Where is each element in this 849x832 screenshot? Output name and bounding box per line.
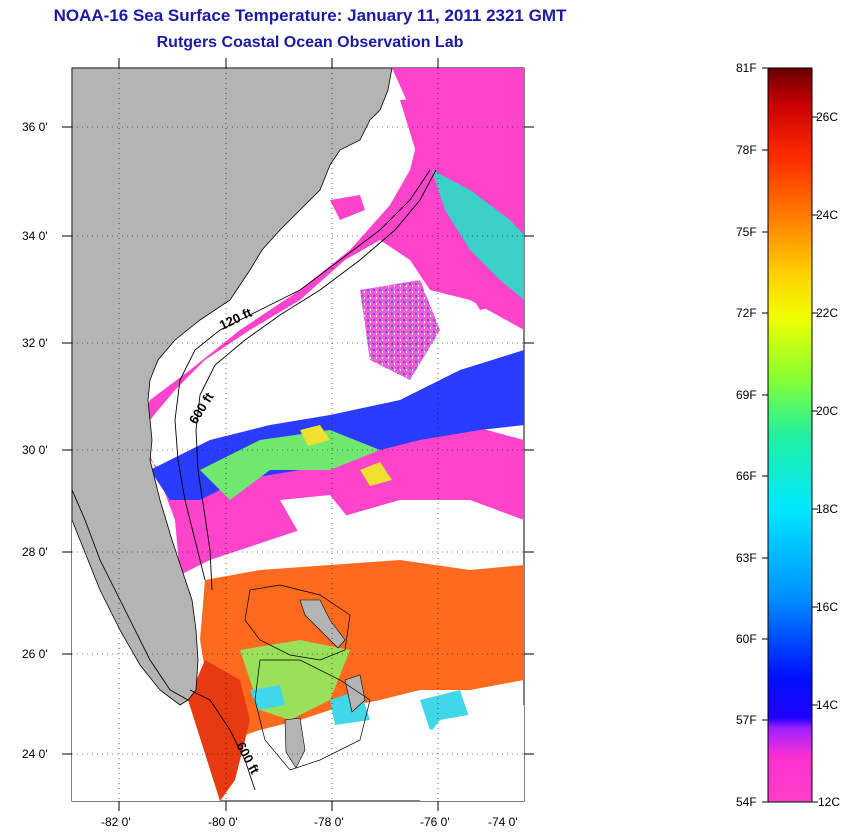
- cb-c-26: 26C: [816, 110, 838, 124]
- cb-c-14: 14C: [816, 698, 838, 712]
- cb-c-22: 22C: [816, 306, 838, 320]
- cb-c-18: 18C: [816, 502, 838, 516]
- lon-label-76: -76 0': [420, 815, 450, 829]
- lon-label-78: -78 0': [314, 815, 344, 829]
- contour-600ft-south: [189, 689, 256, 791]
- contour-600ft: [195, 169, 437, 591]
- cb-f-69: 69F: [736, 388, 757, 402]
- lat-label-26: 26 0': [22, 647, 48, 661]
- lat-label-30: 30 0': [22, 443, 48, 457]
- lat-label-34: 34 0': [22, 229, 48, 243]
- lon-label-80: -80 0': [208, 815, 238, 829]
- lat-label-32: 32 0': [22, 336, 48, 350]
- island-eleuthera: [344, 674, 366, 713]
- cb-f-63: 63F: [736, 551, 757, 565]
- cb-c-12: 12C: [818, 795, 840, 809]
- lat-label-36: 36 0': [22, 120, 48, 134]
- cb-f-78: 78F: [736, 143, 757, 157]
- cb-c-16: 16C: [816, 600, 838, 614]
- sst-yellow-patch: [300, 425, 392, 486]
- cloud-gap-mid: [280, 495, 480, 540]
- map-subtitle: Rutgers Coastal Ocean Observation Lab: [156, 34, 464, 51]
- cb-c-20: 20C: [816, 404, 838, 418]
- sst-gulfstream: [432, 170, 524, 300]
- map-title: NOAA-16 Sea Surface Temperature: January…: [53, 6, 567, 25]
- cb-f-57: 57F: [736, 713, 757, 727]
- sst-cyan-patches: [250, 685, 470, 730]
- cb-f-60: 60F: [736, 632, 757, 646]
- lon-label-74: -74 0': [488, 815, 518, 829]
- sst-cold-patch: [330, 95, 524, 310]
- sst-green-band: [200, 430, 380, 500]
- map-ticks: [62, 58, 534, 811]
- map-content: [72, 68, 524, 801]
- cloud-gap: [410, 705, 524, 801]
- lat-label-24: 24 0': [22, 747, 48, 761]
- contour-bahamas: [244, 584, 371, 771]
- island-bahamas: [299, 599, 346, 649]
- swath-edge: [72, 490, 220, 801]
- lon-label-82: -82 0': [101, 815, 131, 829]
- colorbar-ticks: [762, 67, 818, 803]
- cb-c-24: 24C: [816, 208, 838, 222]
- cb-f-66: 66F: [736, 469, 757, 483]
- land-florida-tip: [72, 489, 189, 706]
- sst-noise-region: [360, 280, 440, 380]
- cb-f-81: 81F: [736, 61, 757, 75]
- cb-f-72: 72F: [736, 306, 757, 320]
- colorbar: [767, 67, 813, 803]
- lat-label-28: 28 0': [22, 545, 48, 559]
- sst-cold-region: [140, 68, 524, 575]
- contour-120ft: [174, 169, 431, 581]
- cb-f-54: 54F: [736, 795, 757, 809]
- island-andros: [284, 717, 306, 769]
- cb-f-75: 75F: [736, 225, 757, 239]
- map-grid: [72, 68, 524, 801]
